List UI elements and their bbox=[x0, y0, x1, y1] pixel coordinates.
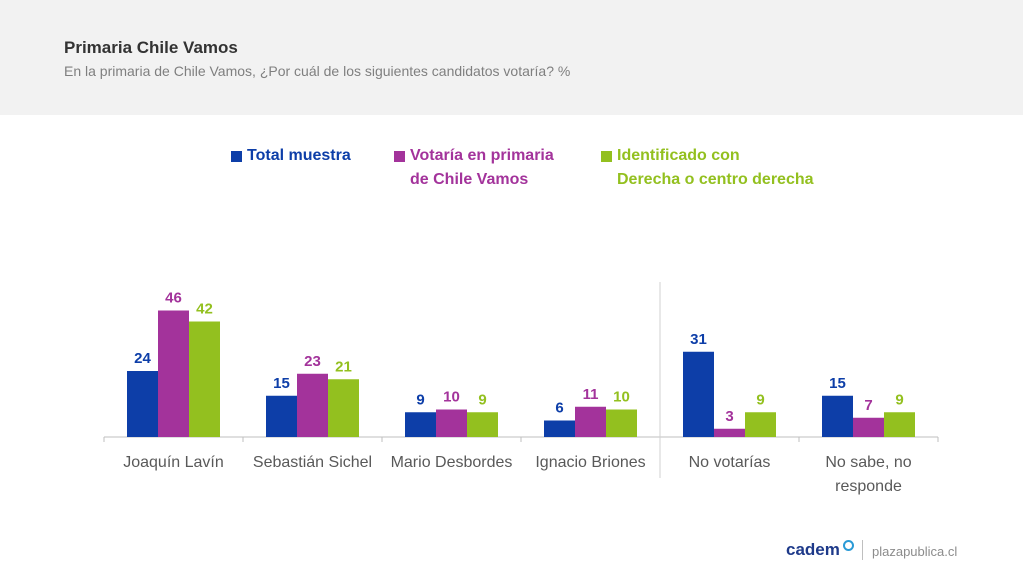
bar-5-2 bbox=[884, 412, 915, 437]
footer-divider bbox=[862, 540, 863, 560]
data-label-5-2: 9 bbox=[895, 391, 903, 408]
page-title: Primaria Chile Vamos bbox=[64, 38, 238, 57]
category-label-2: Mario Desbordes bbox=[391, 454, 513, 471]
category-label-0: Joaquín Lavín bbox=[123, 454, 224, 471]
category-label-3: Ignacio Briones bbox=[535, 454, 645, 471]
data-label-3-0: 6 bbox=[555, 400, 563, 417]
data-label-1-1: 23 bbox=[304, 353, 321, 370]
category-label-1: Sebastián Sichel bbox=[253, 454, 372, 471]
legend-swatch-identificado-derecha bbox=[601, 151, 612, 162]
bar-5-1 bbox=[853, 417, 884, 437]
bar-4-1 bbox=[714, 428, 745, 437]
data-label-2-2: 9 bbox=[478, 391, 486, 408]
bar-5-0 bbox=[822, 395, 853, 437]
data-label-4-2: 9 bbox=[756, 391, 764, 408]
bar-3-1 bbox=[575, 406, 606, 437]
data-label-3-2: 10 bbox=[613, 389, 630, 406]
bar-3-2 bbox=[606, 409, 637, 437]
bar-1-0 bbox=[266, 395, 297, 437]
bar-3-0 bbox=[544, 420, 575, 437]
data-label-5-0: 15 bbox=[829, 375, 846, 392]
data-label-4-1: 3 bbox=[725, 408, 733, 425]
data-label-4-0: 31 bbox=[690, 331, 707, 348]
bar-0-0 bbox=[127, 371, 158, 437]
page-subtitle: En la primaria de Chile Vamos, ¿Por cuál… bbox=[64, 63, 571, 79]
bar-0-2 bbox=[189, 321, 220, 437]
cadem-logo-ring-icon bbox=[843, 540, 854, 551]
data-label-1-0: 15 bbox=[273, 375, 290, 392]
legend-label-total-muestra: Total muestra bbox=[247, 147, 351, 164]
data-label-0-0: 24 bbox=[134, 350, 151, 367]
bar-1-1 bbox=[297, 373, 328, 437]
bar-2-0 bbox=[405, 412, 436, 437]
legend-label-votaria-primaria: Votaría en primaria de Chile Vamos bbox=[410, 147, 554, 188]
bar-4-2 bbox=[745, 412, 776, 437]
legend-label-identificado-derecha: Identificado con Derecha o centro derech… bbox=[617, 147, 814, 188]
bar-0-1 bbox=[158, 310, 189, 437]
data-label-1-2: 21 bbox=[335, 358, 352, 375]
bar-1-2 bbox=[328, 379, 359, 437]
data-label-5-1: 7 bbox=[864, 397, 872, 414]
data-label-2-0: 9 bbox=[416, 391, 424, 408]
legend-swatch-votaria-primaria bbox=[394, 151, 405, 162]
bar-2-1 bbox=[436, 409, 467, 437]
footer-site-link: plazapublica.cl bbox=[872, 544, 958, 559]
bar-4-0 bbox=[683, 351, 714, 437]
data-label-0-1: 46 bbox=[165, 290, 182, 307]
bar-2-2 bbox=[467, 412, 498, 437]
data-label-3-1: 11 bbox=[583, 386, 599, 403]
data-label-0-2: 42 bbox=[196, 301, 213, 318]
category-label-4: No votarías bbox=[689, 454, 771, 471]
cadem-logo: cadem bbox=[786, 540, 840, 559]
category-label-5: No sabe, no responde bbox=[825, 454, 911, 495]
legend-swatch-total-muestra bbox=[231, 151, 242, 162]
data-label-2-1: 10 bbox=[443, 389, 460, 406]
header-band: Primaria Chile Vamos En la primaria de C… bbox=[0, 0, 1023, 115]
